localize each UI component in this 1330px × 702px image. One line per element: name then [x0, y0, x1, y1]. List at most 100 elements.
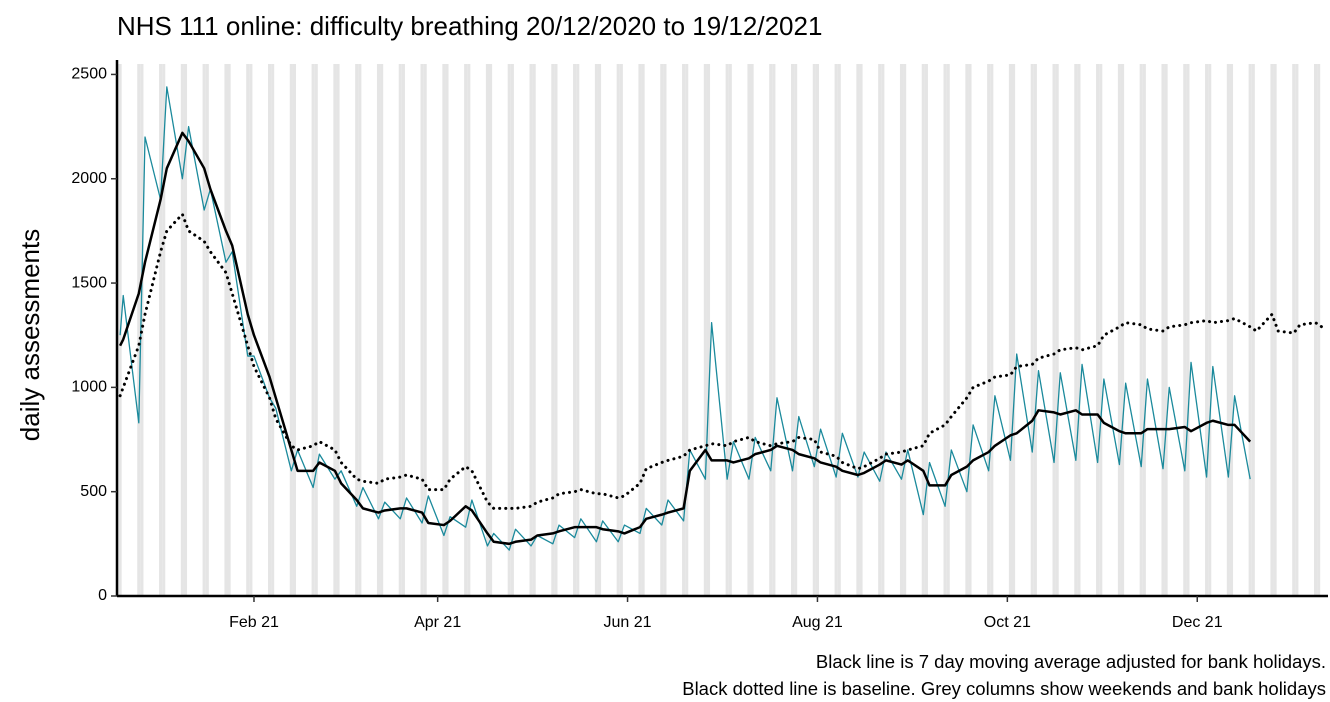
weekend-column — [532, 64, 536, 596]
weekend-column — [246, 64, 250, 596]
weekend-column — [1273, 64, 1277, 596]
weekend-column — [1012, 64, 1016, 596]
weekend-column — [289, 64, 293, 596]
weekend-column — [205, 64, 209, 596]
weekend-column — [202, 64, 206, 596]
weekend-column — [772, 64, 776, 596]
weekend-column — [747, 64, 751, 596]
weekend-column — [943, 64, 947, 596]
weekend-column — [162, 64, 166, 596]
y-tick-label: 1500 — [71, 274, 107, 291]
weekend-column — [376, 64, 381, 596]
weekend-column — [663, 64, 667, 596]
weekend-column — [554, 64, 558, 596]
weekend-column — [271, 64, 275, 596]
x-tick-label: Apr 21 — [414, 614, 461, 631]
weekend-column — [837, 64, 841, 596]
weekend-column — [1030, 64, 1034, 596]
weekend-column — [1052, 64, 1056, 596]
weekend-column — [423, 64, 427, 596]
x-tick-label: Dec 21 — [1172, 614, 1223, 631]
weekend-column — [576, 64, 580, 596]
weekend-column — [946, 64, 950, 596]
weekend-column — [968, 64, 972, 596]
weekend-column — [641, 64, 645, 596]
weekend-column — [815, 64, 820, 596]
weekend-column — [706, 64, 711, 596]
weekend-column — [529, 64, 533, 596]
weekend-column — [1205, 64, 1209, 596]
weekend-column — [1208, 64, 1212, 596]
weekend-column — [489, 64, 493, 596]
weekend-column — [1248, 64, 1252, 596]
weekend-column — [464, 64, 468, 596]
weekend-column — [1139, 64, 1143, 596]
weekend-column — [1313, 64, 1318, 596]
weekend-column — [990, 64, 994, 596]
x-tick-label: Jun 21 — [604, 614, 652, 631]
weekend-column — [398, 64, 402, 596]
chart-title: NHS 111 online: difficulty breathing 20/… — [117, 11, 822, 41]
weekend-column — [1164, 64, 1168, 596]
weekend-column — [1117, 64, 1121, 596]
weekend-column — [1055, 64, 1059, 596]
weekend-column — [834, 64, 838, 596]
weekend-column — [183, 64, 188, 596]
weekend-column — [401, 64, 405, 596]
weekend-column — [445, 64, 449, 596]
weekend-column — [899, 64, 904, 596]
lines-layer — [118, 86, 1324, 551]
weekend-column — [227, 64, 231, 596]
weekend-column — [1186, 64, 1190, 596]
weekend-column — [728, 64, 732, 596]
weekend-column — [859, 64, 863, 596]
weekend-column — [924, 64, 928, 596]
weekend-column — [1033, 64, 1037, 596]
weekend-column — [794, 64, 798, 596]
axes-layer: 0 500 1000 1500 2000 2500 Feb 21 Apr 21 Jun 21 Au… — [71, 60, 1328, 631]
weekend-column — [1183, 64, 1187, 596]
weekend-column — [355, 64, 359, 596]
weekend-column — [619, 64, 623, 596]
y-tick-label: 0 — [98, 587, 107, 604]
weekend-column — [921, 64, 925, 596]
weekend-column — [987, 64, 991, 596]
weekend-column — [1077, 64, 1081, 596]
weekend-column — [314, 64, 318, 596]
weekend-column — [812, 64, 816, 596]
weekend-column — [1096, 64, 1100, 596]
footnote: Black dotted line is baseline. Grey colu… — [682, 678, 1326, 699]
weekend-column — [750, 64, 754, 596]
weekend-column — [140, 64, 144, 596]
weekend-column — [467, 64, 471, 596]
weekend-column — [551, 64, 555, 596]
weekend-column — [267, 64, 272, 596]
weekend-column — [1074, 64, 1078, 596]
weekend-column — [333, 64, 337, 596]
y-axis-label: daily assessments — [15, 229, 45, 441]
weekend-column — [703, 64, 707, 596]
weekend-column — [292, 64, 297, 596]
weekend-column — [682, 64, 686, 596]
weekend-column — [685, 64, 689, 596]
weekend-column — [903, 64, 907, 596]
weekend-column — [380, 64, 384, 596]
weekend-column — [1229, 64, 1234, 596]
weekend-column — [336, 64, 340, 596]
y-tick-label: 2000 — [71, 170, 107, 187]
x-tick-label: Oct 21 — [984, 614, 1031, 631]
weekend-column — [180, 64, 184, 596]
weekend-column — [965, 64, 969, 596]
weekend-column — [790, 64, 795, 596]
weekend-column — [510, 64, 514, 596]
shading-layer — [117, 64, 1321, 596]
weekend-column — [485, 64, 490, 596]
weekend-column — [881, 64, 885, 596]
y-tick-label: 2500 — [71, 66, 107, 83]
weekend-column — [878, 64, 882, 596]
weekend-column — [420, 64, 424, 596]
weekend-column — [1270, 64, 1274, 596]
weekend-column — [660, 64, 664, 596]
y-tick-label: 500 — [80, 483, 107, 500]
baseline-line — [118, 212, 1324, 510]
